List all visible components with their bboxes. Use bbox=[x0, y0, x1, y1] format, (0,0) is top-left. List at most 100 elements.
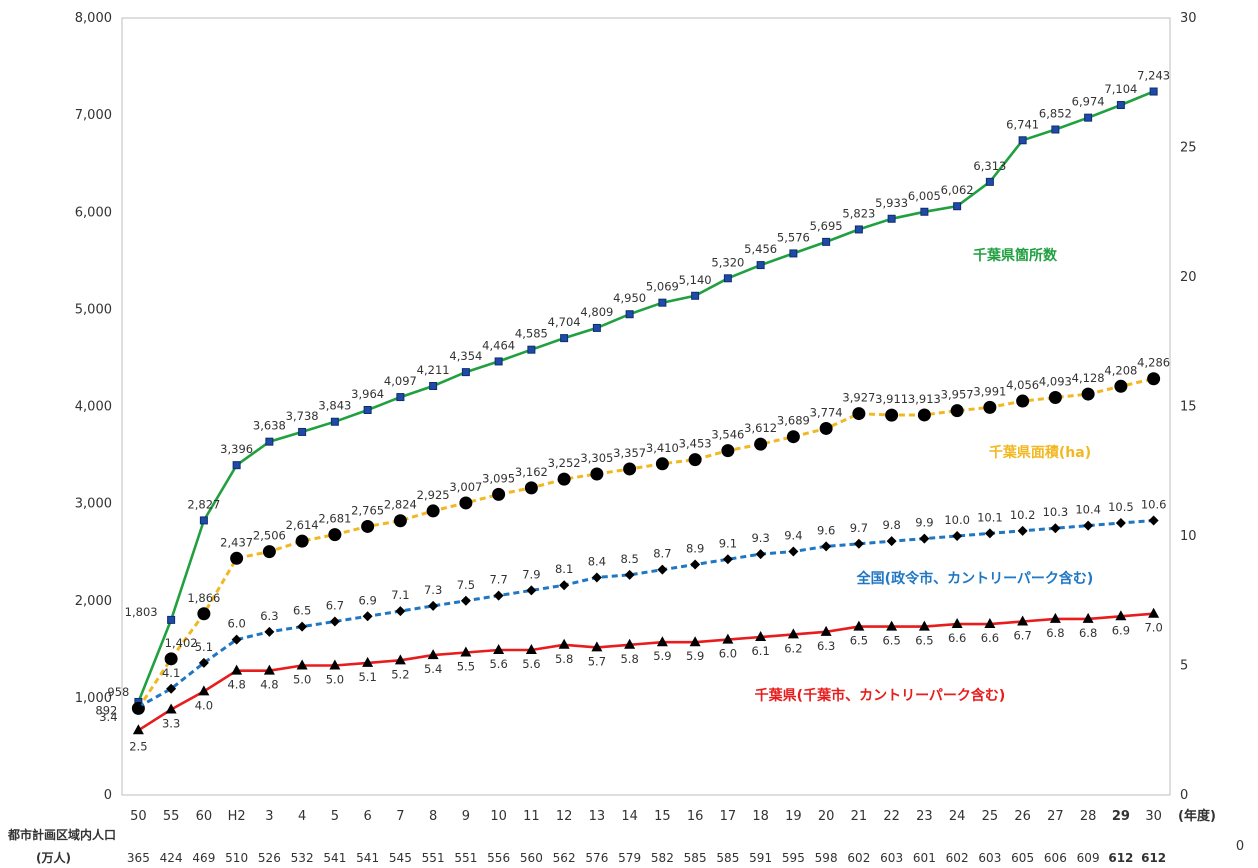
data-label: 1,803 bbox=[125, 605, 158, 619]
data-point bbox=[198, 657, 209, 668]
x-tick-label: 25 bbox=[982, 809, 999, 824]
data-label: 5.4 bbox=[424, 662, 442, 676]
data-label: 4.8 bbox=[260, 678, 278, 692]
data-point bbox=[132, 724, 144, 735]
data-point bbox=[1148, 515, 1159, 526]
data-label: 7.1 bbox=[391, 588, 409, 602]
data-point bbox=[264, 626, 275, 637]
data-label: 3,410 bbox=[646, 441, 679, 455]
data-label: 3,252 bbox=[548, 456, 581, 470]
data-label: 4.1 bbox=[162, 666, 180, 680]
data-label: 10.6 bbox=[1141, 497, 1167, 511]
x-tick-label: 20 bbox=[818, 809, 835, 824]
data-label: 3,913 bbox=[908, 392, 941, 406]
population-value: 541 bbox=[323, 851, 346, 865]
data-point bbox=[394, 654, 406, 665]
x-tick-label: 30 bbox=[1145, 809, 1162, 824]
data-point bbox=[985, 177, 994, 186]
population-value: 612 bbox=[1108, 851, 1133, 865]
x-tick-labels: 50 55 60 H2 3 4 5 6 7 8 9 10 11 12 13 14 15 16 17 18 19 20 21 2… bbox=[130, 808, 1216, 824]
data-label: 7.0 bbox=[1144, 621, 1162, 635]
x-tick-label: 21 bbox=[851, 809, 868, 824]
data-point bbox=[1017, 525, 1028, 536]
y-right-tick-label: 25 bbox=[1180, 141, 1197, 156]
population-value: 365 bbox=[127, 851, 150, 865]
series-line bbox=[137, 519, 1154, 709]
data-label: 9.7 bbox=[850, 521, 868, 535]
data-point bbox=[297, 621, 308, 632]
data-point bbox=[919, 533, 930, 544]
data-point bbox=[950, 404, 964, 418]
data-label: 6,005 bbox=[908, 189, 941, 203]
data-label: 5,823 bbox=[842, 206, 875, 220]
data-point bbox=[231, 634, 242, 645]
population-value: 591 bbox=[749, 851, 772, 865]
data-label: 1,402 bbox=[165, 636, 198, 650]
population-row: 都市計画区域内人口 (万人) 365 424 469 510 526 532 541 541 545… bbox=[7, 827, 1244, 865]
data-point bbox=[723, 274, 732, 283]
data-label: 5.5 bbox=[457, 660, 475, 674]
data-label: 5.2 bbox=[391, 667, 409, 681]
data-label: 6,062 bbox=[941, 183, 974, 197]
data-point bbox=[1082, 612, 1094, 623]
data-point bbox=[164, 652, 178, 666]
data-point bbox=[461, 368, 470, 377]
data-point bbox=[1049, 612, 1061, 623]
data-label: 3,305 bbox=[580, 451, 613, 465]
population-value: 551 bbox=[422, 851, 445, 865]
data-point bbox=[460, 646, 472, 657]
y-left-tick-label: 1,000 bbox=[75, 691, 112, 706]
data-label: 2,824 bbox=[384, 498, 417, 512]
data-label: 8.7 bbox=[653, 547, 671, 561]
data-label: 5.9 bbox=[653, 649, 671, 663]
data-point bbox=[263, 664, 275, 675]
data-label: 2,765 bbox=[351, 503, 384, 517]
data-point bbox=[428, 600, 439, 611]
data-point bbox=[558, 638, 570, 649]
series-1: 9581,8032,8273,3963,6383,7383,8433,9644,… bbox=[107, 69, 1170, 706]
y-left-tick-label: 5,000 bbox=[75, 302, 112, 317]
population-value: 526 bbox=[258, 851, 281, 865]
population-value: 541 bbox=[356, 851, 379, 865]
data-label: 4,354 bbox=[449, 349, 482, 363]
population-value: 545 bbox=[389, 851, 412, 865]
data-point bbox=[591, 641, 603, 652]
data-label: 6,313 bbox=[973, 159, 1006, 173]
data-point bbox=[362, 656, 374, 667]
data-point bbox=[296, 659, 308, 670]
data-point bbox=[295, 534, 309, 548]
data-label: 5.1 bbox=[358, 670, 376, 684]
x-tick-label: 16 bbox=[687, 809, 704, 824]
data-label: 5,069 bbox=[646, 280, 679, 294]
data-label: 5.8 bbox=[555, 652, 573, 666]
data-label: 6.0 bbox=[719, 647, 737, 661]
data-point bbox=[427, 649, 439, 660]
data-label: 3,357 bbox=[613, 446, 646, 460]
data-label: 4,097 bbox=[384, 374, 417, 388]
data-point bbox=[655, 457, 669, 471]
x-tick-label: 8 bbox=[429, 809, 437, 824]
data-label: 3,738 bbox=[286, 409, 319, 423]
population-value: 424 bbox=[160, 851, 183, 865]
x-tick-label: 3 bbox=[265, 809, 273, 824]
y-left-tick-label: 7,000 bbox=[75, 108, 112, 123]
x-tick-label: 55 bbox=[163, 809, 180, 824]
y-left-tick-label: 0 bbox=[104, 788, 112, 803]
data-point bbox=[262, 545, 276, 559]
data-point bbox=[920, 207, 929, 216]
data-point bbox=[557, 472, 571, 486]
data-label: 3,964 bbox=[351, 387, 384, 401]
data-label: 6.1 bbox=[751, 644, 769, 658]
data-point bbox=[1116, 101, 1125, 110]
data-label: 7.5 bbox=[457, 578, 475, 592]
data-label: 7,243 bbox=[1137, 69, 1170, 83]
population-value: 595 bbox=[782, 851, 805, 865]
data-point bbox=[691, 291, 700, 300]
data-point bbox=[429, 382, 438, 391]
data-label: 6.5 bbox=[293, 604, 311, 618]
data-point bbox=[1050, 523, 1061, 534]
data-label: 7,104 bbox=[1104, 82, 1137, 96]
data-point bbox=[524, 481, 538, 495]
data-point bbox=[329, 659, 341, 670]
